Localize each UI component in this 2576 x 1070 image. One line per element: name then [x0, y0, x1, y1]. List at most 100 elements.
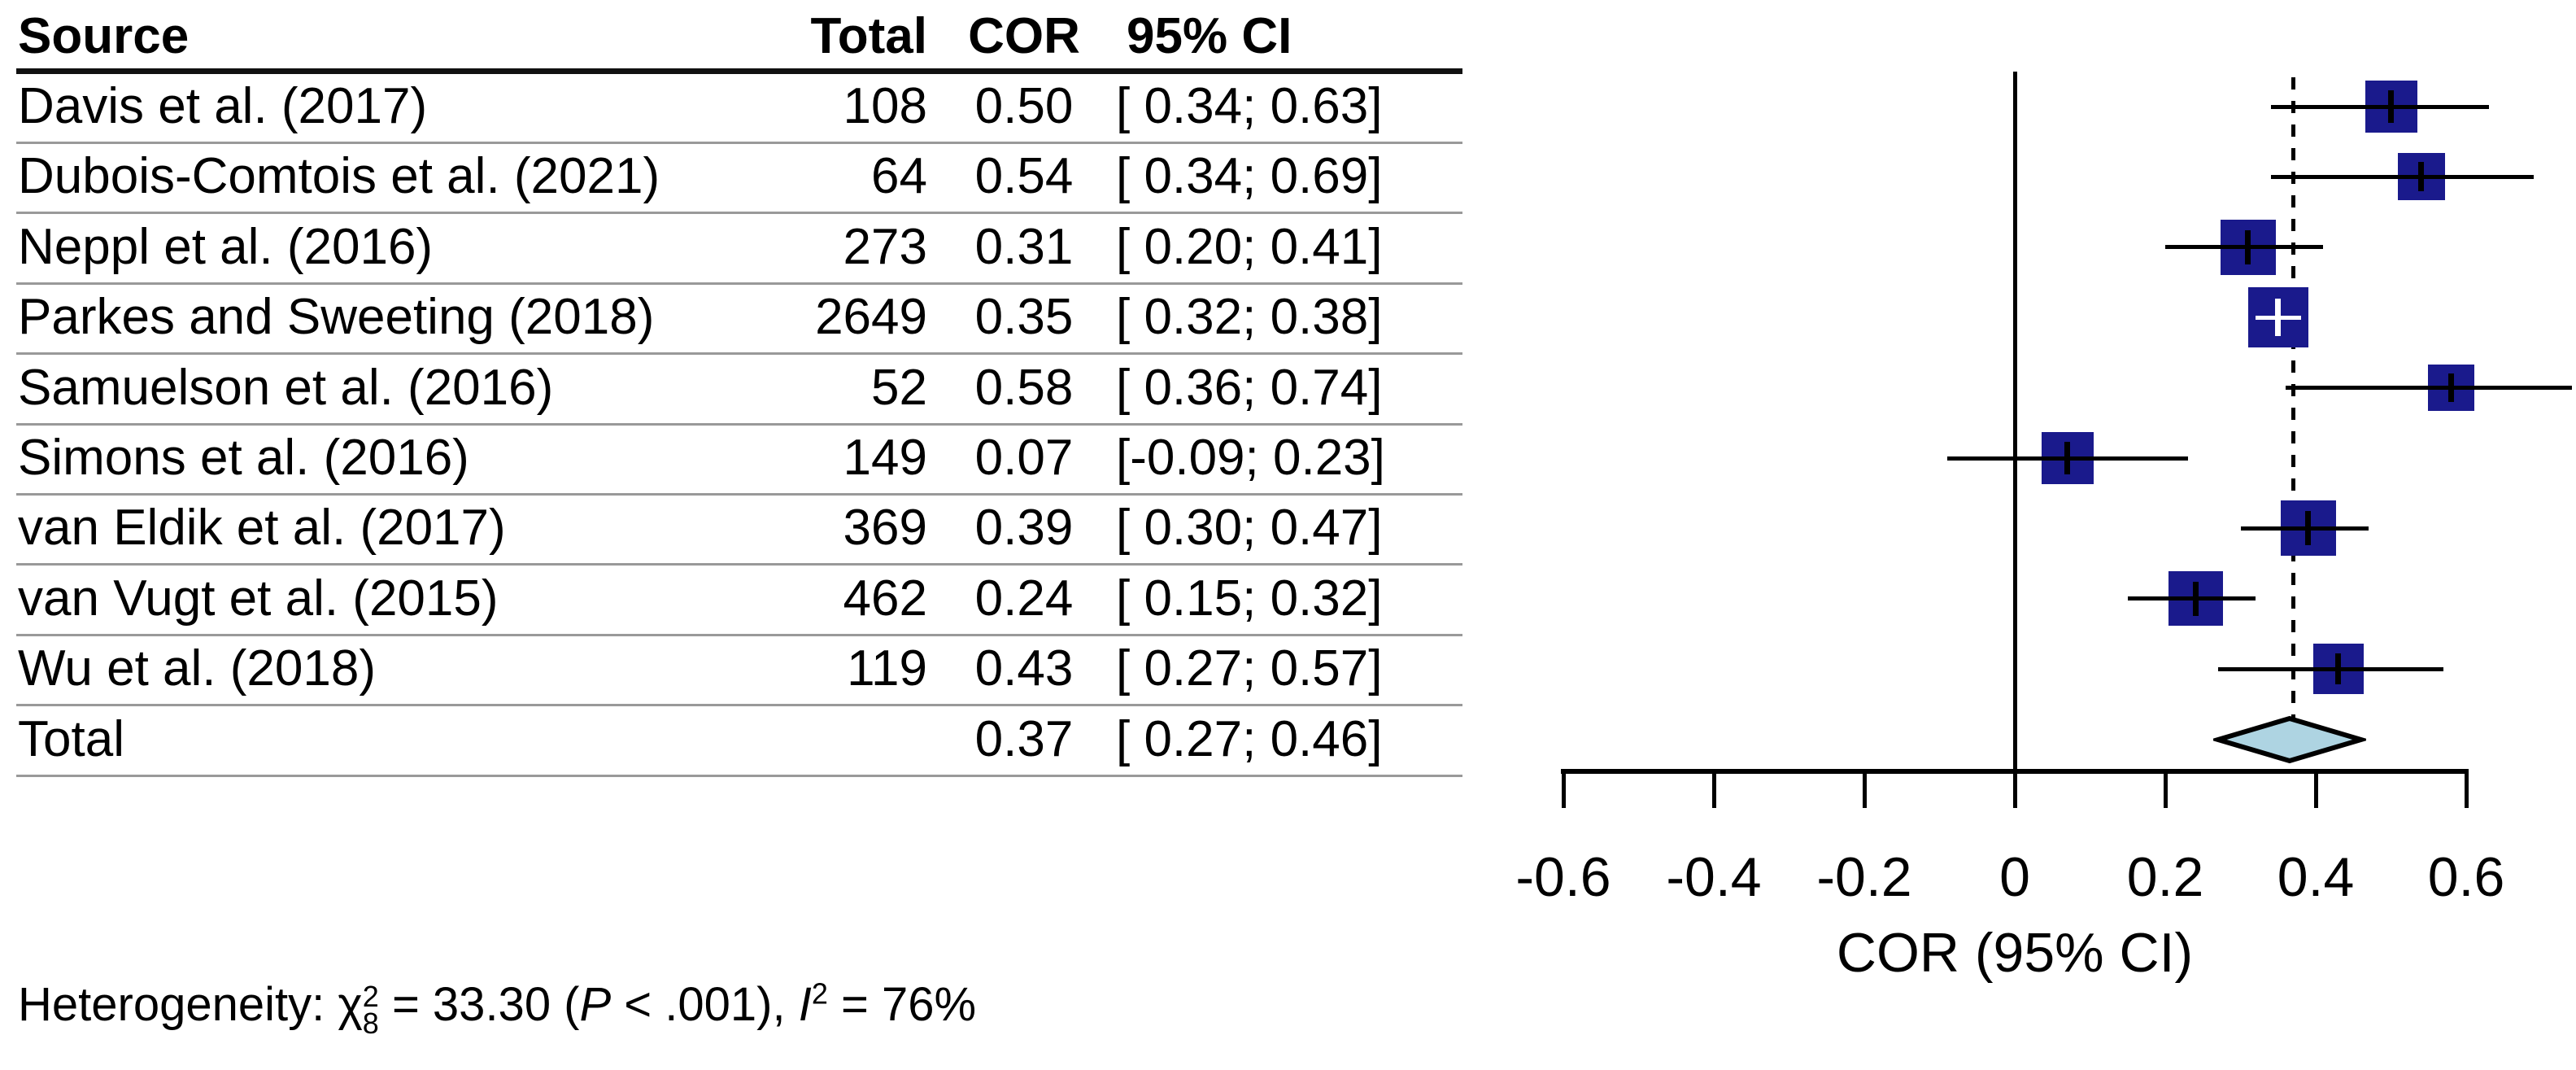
- confidence-interval-line: [2217, 666, 2444, 671]
- x-axis-tick: [2313, 771, 2318, 808]
- source-cell: Dubois-Comtois et al. (2021): [18, 148, 660, 205]
- point-estimate-tick: [2245, 229, 2251, 264]
- total-cell: 369: [843, 500, 927, 557]
- total-cell: [765, 705, 927, 775]
- header-rule: [16, 68, 1462, 74]
- point-estimate-tick: [2448, 373, 2454, 403]
- x-axis-tick: [1561, 771, 1566, 808]
- point-estimate-tick: [2418, 162, 2424, 192]
- cor-cell: 0.58: [974, 359, 1074, 416]
- confidence-interval-line: [2286, 386, 2572, 391]
- source-cell: Total: [18, 710, 124, 767]
- source-cell: Neppl et al. (2016): [18, 218, 434, 275]
- p-symbol: P: [579, 978, 612, 1031]
- total-cell: 2649: [815, 289, 927, 346]
- row-separator: [16, 142, 1462, 144]
- column-header-cor: COR: [968, 8, 1080, 64]
- cor-cell: 0.54: [974, 148, 1074, 205]
- total-cell: 119: [847, 640, 927, 697]
- row-separator: [16, 704, 1462, 706]
- i-squared-symbol: I: [798, 978, 812, 1031]
- x-axis-tick: [1862, 771, 1867, 808]
- confidence-interval-line: [2127, 596, 2256, 601]
- cor-cell: 0.31: [974, 218, 1074, 275]
- het-p-tail: < .001),: [611, 978, 799, 1031]
- x-axis-tick-label: -0.6: [1515, 846, 1611, 908]
- confidence-interval-line: [2240, 526, 2369, 531]
- source-cell: Parkes and Sweeting (2018): [18, 289, 655, 346]
- het-prefix: Heterogeneity:: [18, 978, 338, 1031]
- zero-reference-line: [2012, 72, 2017, 771]
- total-cell: 273: [843, 218, 927, 275]
- ci-cell: [ 0.30; 0.47]: [1116, 500, 1383, 557]
- column-header-source: Source: [18, 8, 190, 64]
- x-axis-title: COR (95% CI): [1836, 922, 2194, 984]
- row-separator: [16, 634, 1462, 636]
- row-separator: [16, 352, 1462, 355]
- cor-cell: 0.50: [974, 78, 1074, 134]
- chi-symbol: χ: [338, 978, 363, 1031]
- cor-cell: 0.07: [974, 430, 1074, 486]
- row-separator: [16, 282, 1462, 285]
- point-estimate-tick: [2305, 511, 2312, 546]
- column-header-ci: 95% CI: [1127, 8, 1292, 64]
- row-separator: [16, 493, 1462, 496]
- het-tail: = 76%: [827, 978, 977, 1031]
- overall-effect-dashed-line: [2291, 77, 2295, 718]
- ci-cell: [ 0.36; 0.74]: [1116, 359, 1383, 416]
- confidence-interval-line: [2270, 104, 2489, 109]
- cor-cell: 0.39: [974, 500, 1074, 557]
- ci-cell: [ 0.34; 0.69]: [1116, 148, 1383, 205]
- confidence-interval-line: [2165, 245, 2324, 250]
- ci-cell: [ 0.20; 0.41]: [1116, 218, 1383, 275]
- total-cell: 462: [843, 570, 927, 627]
- ci-cell: [ 0.27; 0.57]: [1116, 640, 1383, 697]
- x-axis-tick-label: 0.2: [2126, 846, 2204, 908]
- source-cell: Samuelson et al. (2016): [18, 359, 554, 416]
- source-cell: van Vugt et al. (2015): [18, 570, 499, 627]
- row-separator: [16, 775, 1462, 777]
- cor-cell: 0.37: [974, 710, 1074, 767]
- total-cell: 108: [843, 78, 927, 134]
- source-cell: Davis et al. (2017): [18, 78, 428, 134]
- het-mid: = 33.30 (: [378, 978, 580, 1031]
- x-axis-tick-label: 0.6: [2427, 846, 2505, 908]
- total-cell: 64: [871, 148, 927, 205]
- x-axis-tick: [2012, 771, 2017, 808]
- chi-subscript: 8: [362, 1006, 379, 1040]
- point-estimate-tick: [2192, 581, 2199, 616]
- point-estimate-tick: [2335, 653, 2342, 685]
- cor-cell: 0.24: [974, 570, 1074, 627]
- total-cell: 52: [871, 359, 927, 416]
- overall-effect-diamond: [2212, 715, 2366, 763]
- chi-superscript: 2: [362, 979, 379, 1013]
- source-cell: van Eldik et al. (2017): [18, 500, 506, 557]
- x-axis-tick: [2464, 771, 2469, 808]
- point-estimate-tick: [2275, 299, 2282, 337]
- ci-cell: [ 0.34; 0.63]: [1116, 78, 1383, 134]
- x-axis-tick-label: -0.2: [1816, 846, 1912, 908]
- cor-cell: 0.43: [974, 640, 1074, 697]
- point-estimate-tick: [2388, 90, 2394, 123]
- confidence-interval-line: [2270, 174, 2535, 179]
- x-axis-tick-label: 0: [1999, 846, 2030, 908]
- ci-cell: [ 0.27; 0.46]: [1116, 710, 1383, 767]
- ci-cell: [ 0.15; 0.32]: [1116, 570, 1383, 627]
- i-squared-superscript: 2: [811, 976, 828, 1011]
- x-axis-tick-label: -0.4: [1666, 846, 1762, 908]
- x-axis-tick: [2163, 771, 2168, 808]
- total-cell: 149: [843, 430, 927, 486]
- x-axis-tick: [1711, 771, 1716, 808]
- point-estimate-tick: [2064, 442, 2071, 474]
- source-cell: Simons et al. (2016): [18, 430, 469, 486]
- row-separator: [16, 423, 1462, 426]
- row-separator: [16, 563, 1462, 566]
- cor-cell: 0.35: [974, 289, 1074, 346]
- column-header-total: Total: [810, 8, 928, 64]
- x-axis-tick-label: 0.4: [2277, 846, 2355, 908]
- ci-cell: [ 0.32; 0.38]: [1116, 289, 1383, 346]
- source-cell: Wu et al. (2018): [18, 640, 376, 697]
